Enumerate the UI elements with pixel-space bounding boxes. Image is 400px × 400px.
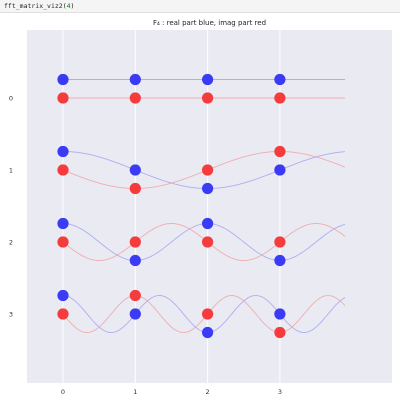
real-point-r1-c1 [129, 164, 141, 176]
code-argument: 4 [66, 2, 71, 10]
imag-point-r3-c2 [202, 308, 214, 320]
y-tick-label: 0 [9, 95, 13, 103]
real-point-r2-c1 [129, 254, 141, 267]
real-point-r0-c3 [274, 73, 286, 86]
real-point-r3-c3 [274, 308, 286, 320]
imag-point-r3-c3 [274, 326, 286, 339]
imag-point-r3-c0 [57, 308, 69, 320]
real-point-r3-c0 [57, 289, 69, 302]
real-point-r2-c3 [274, 254, 286, 267]
real-point-r0-c0 [57, 73, 69, 86]
imag-point-r2-c1 [129, 236, 141, 248]
code-cell[interactable]: fft_matrix_viz2(4) [0, 0, 400, 13]
real-point-r3-c1 [129, 308, 141, 320]
imag-point-r1-c2 [202, 164, 214, 176]
imag-point-r0-c3 [274, 92, 286, 104]
y-tick-label: 1 [9, 167, 13, 175]
real-point-r1-c2 [202, 182, 214, 195]
imag-curve-row-3 [62, 295, 346, 333]
real-point-r2-c0 [57, 217, 69, 230]
real-point-r0-c1 [129, 73, 141, 86]
imag-point-r0-c0 [57, 92, 69, 104]
x-tick-label: 2 [206, 388, 210, 396]
code-close-paren: ) [70, 2, 75, 10]
real-point-r1-c0 [57, 145, 69, 158]
imag-point-r2-c2 [202, 236, 214, 248]
code-function: fft_matrix_viz2( [4, 2, 67, 10]
imag-point-r2-c0 [57, 236, 69, 248]
x-tick-label: 1 [133, 388, 137, 396]
real-point-r3-c2 [202, 326, 214, 339]
chart-title: F₄ : real part blue, imag part red [153, 19, 266, 27]
x-tick-label: 0 [61, 388, 65, 396]
imag-point-r0-c1 [129, 92, 141, 104]
plot-area [27, 30, 392, 383]
real-point-r2-c2 [202, 217, 214, 230]
imag-point-r3-c1 [129, 289, 141, 302]
imag-point-r0-c2 [202, 92, 214, 104]
imag-point-r1-c0 [57, 164, 69, 176]
y-tick-label: 2 [9, 239, 13, 247]
y-tick-label: 3 [9, 311, 13, 319]
imag-point-r1-c1 [129, 182, 141, 195]
real-point-r1-c3 [274, 164, 286, 176]
imag-point-r2-c3 [274, 236, 286, 248]
imag-point-r1-c3 [274, 145, 286, 158]
real-point-r0-c2 [202, 73, 214, 86]
x-tick-label: 3 [278, 388, 282, 396]
